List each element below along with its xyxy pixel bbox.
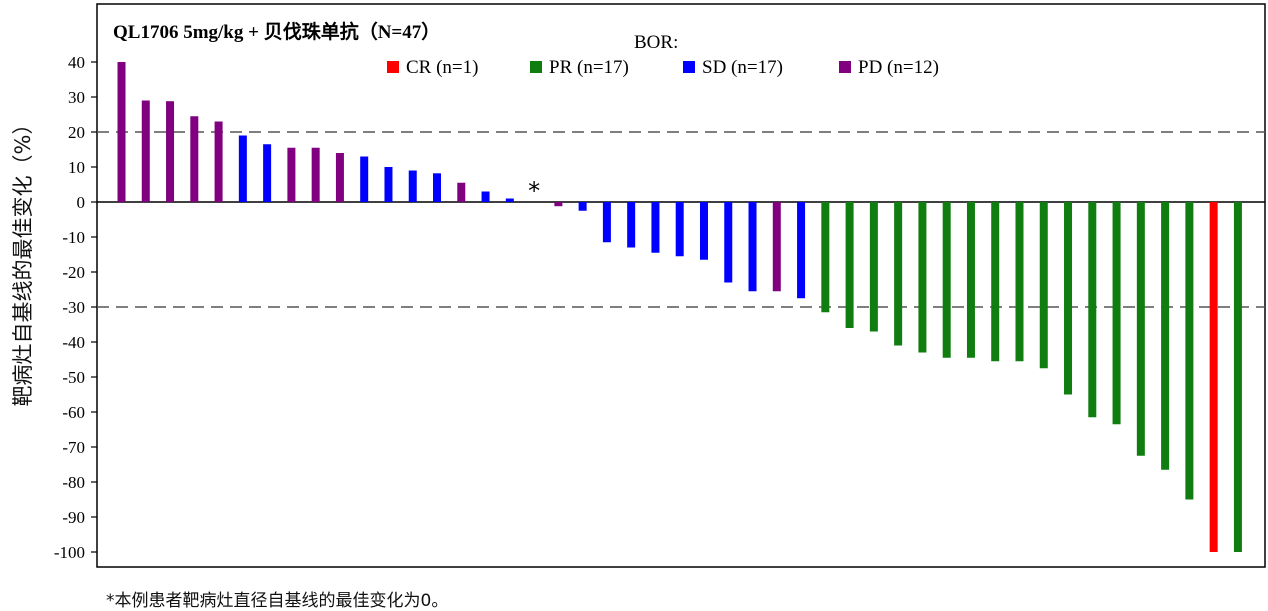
footnote: *本例患者靶病灶直径自基线的最佳变化为0。 <box>106 591 449 611</box>
y-tick-label: 40 <box>68 53 85 72</box>
y-axis-label-box: 靶病灶自基线的最佳变化（%） <box>2 50 42 470</box>
bar <box>1064 202 1073 395</box>
y-axis: 40 30 20 10 0 -10 -20 -30 -40 -50 -60 -70 -80 -90 -100 <box>54 53 97 562</box>
bar <box>311 147 320 202</box>
legend-swatch-sd <box>683 61 695 73</box>
y-tick-label: -20 <box>62 263 85 282</box>
legend-label-pr: PR (n=17) <box>549 57 629 78</box>
y-tick-label: 0 <box>77 193 86 212</box>
bar <box>360 156 369 202</box>
bar <box>1136 202 1145 456</box>
bar <box>918 202 927 353</box>
y-tick-label: -50 <box>62 368 85 387</box>
bar <box>263 144 272 202</box>
legend-swatch-pr <box>530 61 542 73</box>
bar <box>1161 202 1170 470</box>
legend-swatch-cr <box>387 61 399 73</box>
bar <box>335 153 344 202</box>
bar <box>748 202 757 292</box>
legend-label-pd: PD (n=12) <box>858 57 939 78</box>
bar <box>384 167 393 202</box>
y-tick-label: -10 <box>62 228 85 247</box>
bar <box>991 202 1000 362</box>
bar <box>578 202 587 211</box>
bar <box>505 198 514 202</box>
bar <box>433 173 442 202</box>
legend-title: BOR: <box>634 32 678 53</box>
bar <box>1185 202 1194 500</box>
bar <box>821 202 830 313</box>
y-tick-label: -90 <box>62 508 85 527</box>
bar <box>627 202 636 248</box>
bar <box>602 202 611 243</box>
bars <box>117 62 1242 552</box>
bar <box>966 202 975 358</box>
y-tick-label: 20 <box>68 123 85 142</box>
y-tick-label: -30 <box>62 298 85 317</box>
legend-label-sd: SD (n=17) <box>702 57 783 78</box>
bar <box>869 202 878 332</box>
y-tick-label: -60 <box>62 403 85 422</box>
bar <box>675 202 684 257</box>
asterisk-annotation: * <box>528 177 540 205</box>
legend-label-cr: CR (n=1) <box>406 57 478 78</box>
bar <box>190 116 199 202</box>
bar <box>1088 202 1097 418</box>
bar <box>724 202 733 283</box>
bar <box>554 202 563 207</box>
y-tick-label: -40 <box>62 333 85 352</box>
plot-frame <box>96 3 1266 568</box>
bar <box>1039 202 1048 369</box>
bar <box>457 182 466 202</box>
bar <box>1112 202 1121 425</box>
y-tick-label: -100 <box>54 543 85 562</box>
bar <box>772 202 781 292</box>
chart-title: QL1706 5mg/kg + 贝伐珠单抗（N=47） <box>113 20 440 43</box>
bar <box>1015 202 1024 362</box>
bar <box>797 202 806 299</box>
bar <box>117 62 126 202</box>
bar <box>214 121 223 202</box>
bar <box>1233 202 1242 552</box>
bar <box>287 147 296 202</box>
bar <box>845 202 854 328</box>
bar <box>1209 202 1218 552</box>
bar <box>408 170 417 202</box>
y-tick-label: 30 <box>68 88 85 107</box>
bar <box>651 202 660 253</box>
y-tick-label: 10 <box>68 158 85 177</box>
y-tick-label: -70 <box>62 438 85 457</box>
y-axis-label: 靶病灶自基线的最佳变化（%） <box>11 113 35 407</box>
bar <box>481 191 490 202</box>
bar <box>942 202 951 358</box>
annotations: * <box>528 177 540 205</box>
legend: CR (n=1) PR (n=17) SD (n=17) PD (n=12) <box>387 57 939 78</box>
bar <box>238 135 247 202</box>
bar <box>166 101 175 202</box>
bar <box>699 202 708 260</box>
y-tick-label: -80 <box>62 473 85 492</box>
bar <box>141 100 150 202</box>
bar <box>894 202 903 346</box>
legend-swatch-pd <box>839 61 851 73</box>
